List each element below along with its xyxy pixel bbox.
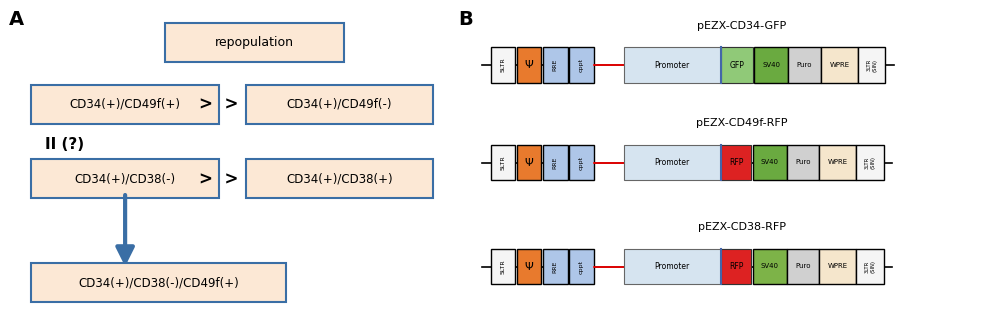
Bar — [819, 145, 856, 180]
Text: Promoter: Promoter — [654, 60, 689, 70]
Bar — [858, 47, 886, 83]
Bar — [856, 249, 884, 284]
Text: pEZX-CD49f-RFP: pEZX-CD49f-RFP — [696, 118, 787, 128]
Text: SV40: SV40 — [763, 62, 780, 68]
Bar — [543, 145, 568, 180]
Text: II (?): II (?) — [45, 137, 83, 152]
Text: GFP: GFP — [730, 60, 745, 70]
Bar — [516, 47, 541, 83]
Text: cppt: cppt — [579, 58, 584, 72]
Bar — [569, 145, 594, 180]
Text: CD34(+)/CD38(-): CD34(+)/CD38(-) — [74, 172, 176, 185]
Text: CD34(+)/CD38(+): CD34(+)/CD38(+) — [286, 172, 393, 185]
Text: RRE: RRE — [553, 156, 558, 169]
Text: WPRE: WPRE — [828, 160, 848, 165]
Bar — [491, 47, 515, 83]
Bar — [624, 145, 750, 180]
Text: 3LTR
(SIN): 3LTR (SIN) — [865, 156, 876, 169]
Text: cppt: cppt — [579, 155, 584, 170]
Text: Puro: Puro — [795, 264, 810, 269]
Text: SV40: SV40 — [761, 264, 779, 269]
Bar — [821, 47, 858, 83]
FancyBboxPatch shape — [32, 263, 286, 302]
Text: 5LTR: 5LTR — [500, 155, 505, 170]
Text: Puro: Puro — [796, 62, 812, 68]
Text: Ψ: Ψ — [524, 60, 533, 70]
Bar — [491, 249, 515, 284]
Text: repopulation: repopulation — [215, 36, 294, 49]
Bar — [721, 145, 751, 180]
Text: Puro: Puro — [795, 160, 810, 165]
Bar — [786, 145, 819, 180]
Bar — [516, 145, 541, 180]
Text: >  >: > > — [200, 95, 238, 113]
Text: RFP: RFP — [729, 158, 743, 167]
Bar — [516, 249, 541, 284]
Text: >  >: > > — [200, 170, 238, 188]
FancyBboxPatch shape — [246, 159, 434, 198]
Text: 3LTR
(SIN): 3LTR (SIN) — [865, 260, 876, 273]
FancyBboxPatch shape — [165, 23, 344, 62]
Bar — [786, 249, 819, 284]
Text: RRE: RRE — [553, 260, 558, 273]
FancyBboxPatch shape — [32, 84, 219, 124]
Bar — [543, 249, 568, 284]
Text: SV40: SV40 — [761, 160, 779, 165]
Bar — [753, 145, 786, 180]
Text: cppt: cppt — [579, 259, 584, 274]
Text: CD34(+)/CD38(-)/CD49f(+): CD34(+)/CD38(-)/CD49f(+) — [78, 276, 239, 289]
Text: RRE: RRE — [553, 59, 558, 71]
Text: 3LTR
(SIN): 3LTR (SIN) — [866, 58, 877, 72]
Text: A: A — [9, 10, 24, 29]
Text: pEZX-CD38-RFP: pEZX-CD38-RFP — [698, 222, 785, 232]
Text: RFP: RFP — [729, 262, 743, 271]
Text: WPRE: WPRE — [829, 62, 850, 68]
Bar — [721, 47, 753, 83]
Text: CD34(+)/CD49f(+): CD34(+)/CD49f(+) — [70, 98, 181, 111]
Text: 5LTR: 5LTR — [500, 259, 505, 274]
FancyBboxPatch shape — [32, 159, 219, 198]
Text: Promoter: Promoter — [654, 262, 689, 271]
Bar — [491, 145, 515, 180]
Bar — [543, 47, 568, 83]
Text: CD34(+)/CD49f(-): CD34(+)/CD49f(-) — [287, 98, 392, 111]
Text: Ψ: Ψ — [524, 262, 533, 271]
Bar — [624, 249, 750, 284]
Bar — [753, 249, 786, 284]
Bar — [569, 249, 594, 284]
Text: WPRE: WPRE — [828, 264, 848, 269]
Bar — [624, 47, 751, 83]
FancyBboxPatch shape — [246, 84, 434, 124]
Text: Promoter: Promoter — [654, 158, 689, 167]
Text: B: B — [458, 10, 473, 29]
Text: Ψ: Ψ — [524, 158, 533, 167]
Text: 5LTR: 5LTR — [500, 58, 505, 72]
Text: pEZX-CD34-GFP: pEZX-CD34-GFP — [697, 21, 786, 31]
Bar — [569, 47, 594, 83]
Bar — [856, 145, 884, 180]
Bar — [819, 249, 856, 284]
Bar — [721, 249, 751, 284]
Bar — [788, 47, 821, 83]
Bar — [755, 47, 788, 83]
